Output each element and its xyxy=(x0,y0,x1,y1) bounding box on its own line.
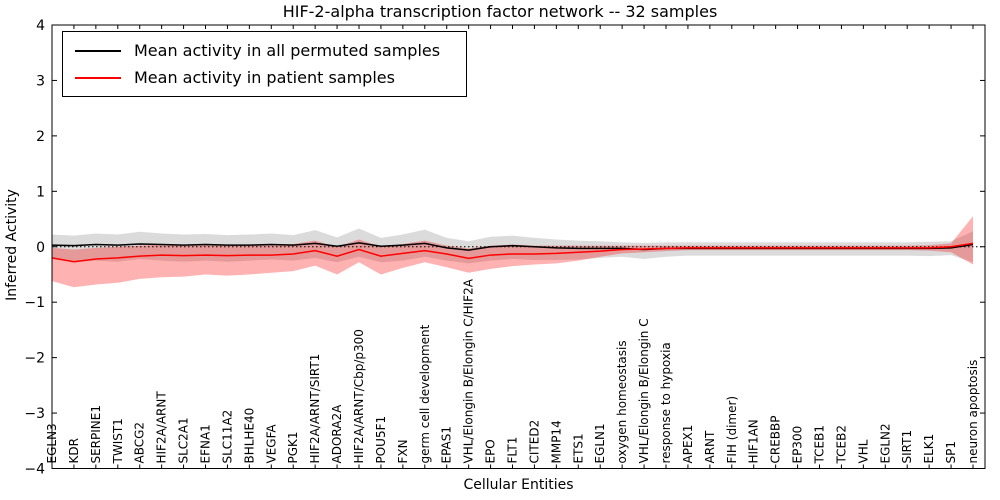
svg-text:neuron apoptosis: neuron apoptosis xyxy=(966,360,980,464)
svg-text:EGLN2: EGLN2 xyxy=(878,423,892,463)
svg-text:ELK1: ELK1 xyxy=(922,434,936,464)
svg-text:EPAS1: EPAS1 xyxy=(440,426,454,464)
svg-text:EGLN1: EGLN1 xyxy=(593,423,607,463)
svg-text:HIF1AN: HIF1AN xyxy=(747,419,761,463)
svg-text:TWIST1: TWIST1 xyxy=(111,418,125,464)
svg-text:FIH (dimer): FIH (dimer) xyxy=(725,396,739,464)
svg-text:HIF2A/ARNT: HIF2A/ARNT xyxy=(155,391,169,464)
legend-label-permuted: Mean activity in all permuted samples xyxy=(134,41,441,60)
svg-text:VHL/Elongin B/Elongin C/HIF2A: VHL/Elongin B/Elongin C/HIF2A xyxy=(462,278,476,463)
svg-text:ADORA2A: ADORA2A xyxy=(330,404,344,464)
svg-text:response to hypoxia: response to hypoxia xyxy=(659,342,673,463)
svg-text:0: 0 xyxy=(36,240,45,256)
svg-text:−1: −1 xyxy=(24,295,45,311)
svg-text:EFNA1: EFNA1 xyxy=(199,424,213,463)
svg-text:APEX1: APEX1 xyxy=(681,425,695,464)
svg-text:SLC2A1: SLC2A1 xyxy=(177,417,191,463)
svg-text:VHL/Elongin B/Elongin C: VHL/Elongin B/Elongin C xyxy=(637,318,651,463)
svg-text:PGK1: PGK1 xyxy=(286,431,300,463)
svg-text:CREBBP: CREBBP xyxy=(769,416,783,464)
svg-text:HIF2A/ARNT/SIRT1: HIF2A/ARNT/SIRT1 xyxy=(308,354,322,464)
svg-text:BHLHE40: BHLHE40 xyxy=(242,408,256,464)
svg-text:ABCG2: ABCG2 xyxy=(133,422,147,464)
svg-text:VEGFA: VEGFA xyxy=(264,424,278,464)
svg-text:CITED2: CITED2 xyxy=(527,420,541,464)
svg-text:SLC11A2: SLC11A2 xyxy=(220,410,234,464)
svg-text:EPO: EPO xyxy=(484,439,498,463)
svg-text:3: 3 xyxy=(36,73,45,89)
y-axis-label: Inferred Activity xyxy=(4,189,20,301)
svg-text:EP300: EP300 xyxy=(791,426,805,464)
svg-text:2: 2 xyxy=(36,129,45,145)
svg-text:4: 4 xyxy=(36,18,45,34)
chart-title: HIF-2-alpha transcription factor network… xyxy=(282,2,718,21)
svg-text:HIF2A/ARNT/Cbp/p300: HIF2A/ARNT/Cbp/p300 xyxy=(352,329,366,463)
svg-text:SERPINE1: SERPINE1 xyxy=(89,405,103,464)
legend-label-patient: Mean activity in patient samples xyxy=(134,68,395,87)
legend-item-patient: Mean activity in patient samples xyxy=(75,68,440,87)
svg-text:EGLN3: EGLN3 xyxy=(45,423,59,463)
x-axis-label: Cellular Entities xyxy=(463,477,574,493)
svg-text:TCEB2: TCEB2 xyxy=(834,425,848,464)
svg-text:MMP14: MMP14 xyxy=(549,420,563,463)
legend-line-permuted-icon xyxy=(75,49,121,52)
svg-text:ARNT: ARNT xyxy=(703,430,717,464)
svg-text:VHL: VHL xyxy=(856,439,870,463)
svg-text:ETS1: ETS1 xyxy=(571,433,585,463)
svg-text:oxygen homeostasis: oxygen homeostasis xyxy=(615,340,629,463)
svg-text:−4: −4 xyxy=(24,462,45,478)
svg-text:FLT1: FLT1 xyxy=(506,437,520,464)
legend-line-patient-icon xyxy=(75,76,121,79)
legend-item-permuted: Mean activity in all permuted samples xyxy=(75,41,440,60)
svg-text:FXN: FXN xyxy=(396,439,410,463)
svg-text:germ cell development: germ cell development xyxy=(418,324,432,463)
svg-text:−3: −3 xyxy=(24,406,45,422)
svg-text:TCEB1: TCEB1 xyxy=(813,425,827,464)
svg-text:SIRT1: SIRT1 xyxy=(900,430,914,464)
svg-text:POU5F1: POU5F1 xyxy=(374,416,388,464)
svg-text:−2: −2 xyxy=(24,351,45,367)
svg-text:1: 1 xyxy=(36,184,45,200)
legend: Mean activity in all permuted samples Me… xyxy=(62,31,468,97)
svg-text:KDR: KDR xyxy=(67,438,81,463)
svg-text:SP1: SP1 xyxy=(944,441,958,464)
